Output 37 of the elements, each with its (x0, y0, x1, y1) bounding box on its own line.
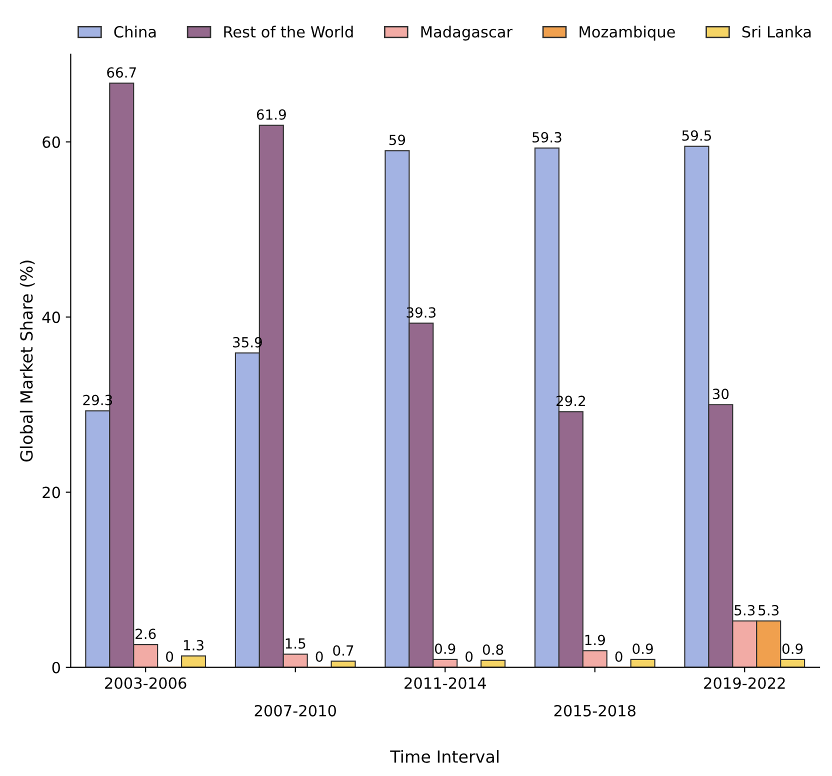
data-label: 30 (712, 388, 729, 400)
data-label: 59 (389, 134, 406, 146)
legend-label: Madagascar (421, 26, 513, 41)
legend-label: Rest of the World (224, 26, 353, 38)
data-label: 1.3 (184, 640, 204, 651)
legend-label: Mozambique (580, 26, 675, 41)
data-label: 2.6 (136, 628, 156, 640)
data-label: 0 (316, 651, 323, 662)
y-tick-label: 20 (42, 486, 60, 498)
data-label: 1.9 (585, 634, 605, 646)
data-label: 0 (615, 651, 622, 662)
data-label: 59.5 (682, 130, 711, 141)
y-tick-label: 40 (42, 312, 60, 324)
data-label: 1.5 (286, 638, 306, 649)
y-tick-label: 0 (52, 662, 60, 674)
data-label: 0.9 (434, 644, 456, 654)
y-tick-label: 60 (42, 136, 60, 148)
data-label: 59.3 (532, 132, 562, 143)
y-axis-title: Global Market Share (%) (20, 260, 35, 462)
x-tick-label: 2003-2006 (105, 677, 186, 689)
x-tick-label: 2019-2022 (704, 677, 785, 689)
data-label: 0.8 (482, 644, 504, 655)
data-label: 0.9 (632, 644, 653, 654)
data-label: 0 (166, 651, 174, 662)
legend-label: Sri Lanka (742, 26, 811, 38)
data-label: 61.9 (256, 109, 286, 120)
x-tick-label: 2011-2014 (404, 677, 486, 689)
data-label: 66.7 (107, 67, 136, 78)
legend-label: China (114, 26, 156, 38)
data-label: 0.7 (333, 645, 354, 656)
data-label: 0 (466, 651, 473, 662)
data-label: 0.9 (782, 644, 803, 654)
x-axis-title: Time Interval (390, 750, 499, 763)
x-tick-label: 2015-2018 (554, 704, 636, 716)
x-tick-label: 2007-2010 (254, 704, 336, 716)
data-label: 5.3 (758, 604, 779, 616)
data-label: 5.3 (734, 604, 755, 616)
